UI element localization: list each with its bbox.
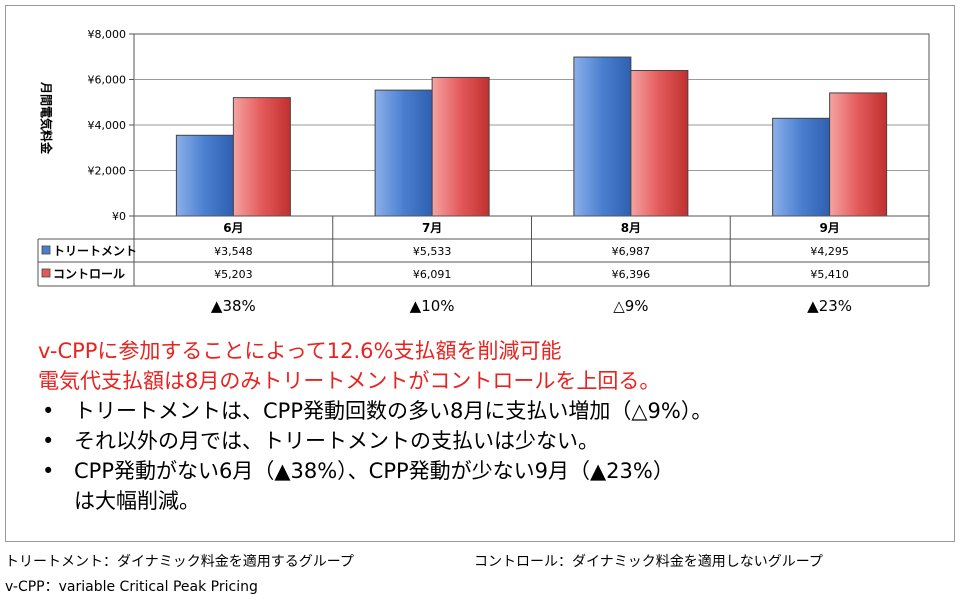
summary-highlight-2: 電気代支払額は8月のみトリートメントがコントロールを上回る。 (38, 369, 661, 393)
bullet-text: CPP発動がない6月（▲38%）、CPP発動が少ない9月（▲23%） (74, 459, 674, 483)
data-label: ¥5,410 (810, 268, 849, 281)
bar-treatment (573, 56, 632, 217)
bar-control (630, 69, 689, 217)
summary-highlight-1: v-CPPに参加することによって12.6%支払額を削減可能 (38, 339, 562, 363)
bar-chart: ¥0 ¥2,000 ¥4,000 ¥6,000 ¥8,000 6月 7月 8月 9月トリートメ… (37, 28, 930, 287)
bullet-item: • それ以外の月では、トリートメントの支払いは少ない。 (38, 426, 938, 456)
y-axis-label: 月間電気料金 (39, 81, 54, 155)
summary-text: v-CPPに参加することによって12.6%支払額を削減可能 電気代支払額は8月の… (38, 336, 938, 516)
bar-treatment (175, 134, 234, 217)
y-tick-label: ¥4,000 (88, 119, 127, 132)
difference-label: △9% (613, 297, 649, 315)
y-tick-label: ¥6,000 (88, 74, 127, 87)
figure-frame (5, 5, 955, 542)
bullet-text: トリートメントは、CPP発動回数の多い8月に支払い増加（△9%）。 (74, 399, 713, 423)
data-label: ¥6,396 (612, 268, 651, 281)
bullet-symbol: • (42, 399, 55, 423)
category-label: 8月 (621, 221, 641, 235)
control-definition: コントロール：ダイナミック料金を適用しないグループ (474, 554, 823, 570)
bullet-item: • CPP発動がない6月（▲38%）、CPP発動が少ない9月（▲23%） (38, 456, 938, 486)
bullet-item-continued: は大幅削減。 (38, 486, 938, 516)
bar-control (232, 97, 291, 217)
data-label: ¥6,091 (413, 268, 452, 281)
legend-swatch (41, 268, 51, 278)
bullet-symbol: • (42, 429, 55, 453)
legend-swatch (41, 245, 51, 255)
vcpp-definition: v-CPP：variable Critical Peak Pricing (5, 579, 258, 595)
y-tick-label: ¥2,000 (88, 165, 127, 178)
treatment-definition: トリートメント：ダイナミック料金を適用するグループ (5, 554, 354, 570)
data-label: ¥5,203 (214, 268, 253, 281)
legend-label: トリートメント (53, 244, 137, 258)
legend-label: コントロール (53, 267, 125, 281)
difference-label: ▲10% (409, 297, 455, 315)
y-tick-label: ¥8,000 (88, 28, 127, 41)
category-label: 7月 (422, 221, 442, 235)
bar-control (829, 92, 888, 217)
data-label: ¥3,548 (214, 245, 253, 258)
y-tick-label: ¥0 (112, 210, 126, 223)
data-label: ¥4,295 (810, 245, 849, 258)
difference-label: ▲38% (210, 297, 256, 315)
bar-control (431, 76, 490, 217)
bullet-text-continued: は大幅削減。 (74, 489, 200, 513)
difference-label: ▲23% (807, 297, 853, 315)
data-label: ¥6,987 (612, 245, 651, 258)
bullet-item: • トリートメントは、CPP発動回数の多い8月に支払い増加（△9%）。 (38, 396, 938, 426)
data-label: ¥5,533 (413, 245, 452, 258)
bar-treatment (772, 117, 831, 217)
category-label: 6月 (223, 221, 243, 235)
category-label: 9月 (819, 221, 839, 235)
bar-treatment (374, 89, 433, 217)
bullet-symbol: • (42, 459, 55, 483)
bullet-text: それ以外の月では、トリートメントの支払いは少ない。 (74, 429, 599, 453)
